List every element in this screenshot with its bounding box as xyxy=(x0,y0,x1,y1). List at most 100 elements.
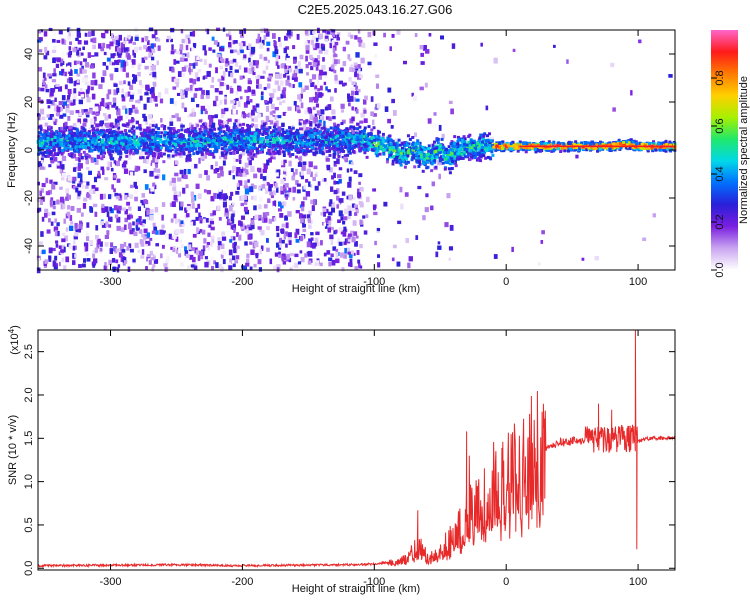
heatmap-cell xyxy=(347,205,351,211)
heatmap-cell xyxy=(288,240,292,246)
heatmap-cell xyxy=(296,189,301,194)
heatmap-cell xyxy=(338,119,342,124)
heatmap-cell xyxy=(85,252,89,257)
heatmap-cell xyxy=(184,250,189,256)
ridge-cell xyxy=(98,123,102,127)
heatmap-cell xyxy=(273,41,277,46)
heatmap-cell xyxy=(87,31,92,37)
heatmap-cell xyxy=(78,112,82,117)
heatmap-cell xyxy=(275,242,279,248)
heatmap-cell xyxy=(42,79,46,86)
heatmap-cell xyxy=(353,170,358,175)
heatmap-cell xyxy=(358,42,362,47)
heatmap-cell xyxy=(333,69,337,74)
heatmap-cell xyxy=(331,29,336,33)
heatmap-cell xyxy=(266,226,270,231)
heatmap-cell xyxy=(110,208,114,214)
heatmap-cell xyxy=(339,176,343,181)
heatmap-cell xyxy=(39,190,42,197)
heatmap-cell xyxy=(106,44,111,50)
heatmap-cell xyxy=(107,194,112,200)
ridge-cell xyxy=(362,133,366,137)
heatmap-cell xyxy=(218,217,222,221)
heatmap-cell xyxy=(116,160,121,167)
heatmap-cell xyxy=(124,36,128,41)
heatmap-cell xyxy=(281,201,285,206)
heatmap-cell xyxy=(145,240,150,244)
ridge-cell xyxy=(325,150,329,154)
heatmap-cell xyxy=(320,212,325,216)
heatmap-cell xyxy=(231,100,236,104)
heatmap-cell xyxy=(52,45,57,50)
heatmap-cell xyxy=(280,228,285,233)
heatmap-cell xyxy=(338,241,343,246)
heatmap-cell xyxy=(161,202,166,207)
heatmap-cell xyxy=(82,175,87,181)
heatmap-cell xyxy=(341,267,345,272)
heatmap-cell xyxy=(195,207,199,213)
heatmap-cell xyxy=(65,196,70,201)
heatmap-cell xyxy=(292,171,296,177)
heatmap-cell xyxy=(316,260,320,264)
heatmap-cell xyxy=(84,200,89,205)
heatmap-cell xyxy=(225,67,228,72)
heatmap-cell xyxy=(291,84,295,89)
heatmap-cell xyxy=(334,59,338,65)
heatmap-cell xyxy=(285,112,290,119)
ridge-cell xyxy=(557,141,561,145)
heatmap-cell xyxy=(78,224,83,230)
ridge-cell xyxy=(408,146,412,150)
heatmap-cell xyxy=(171,115,176,119)
heatmap-cell xyxy=(294,68,299,73)
heatmap-cell xyxy=(154,95,158,102)
heatmap-cell xyxy=(287,232,292,238)
heatmap-cell xyxy=(197,193,202,200)
heatmap-cell xyxy=(249,62,254,67)
heatmap-cell xyxy=(277,201,282,207)
heatmap-cell xyxy=(300,174,305,180)
heatmap-cell xyxy=(298,157,302,161)
heatmap-cell xyxy=(269,258,273,265)
heatmap-cell xyxy=(146,216,151,221)
heatmap-cell xyxy=(306,168,311,175)
heatmap-cell xyxy=(235,190,240,195)
heatmap-cell xyxy=(511,246,514,253)
ridge-cell xyxy=(244,130,248,134)
heatmap-cell xyxy=(200,105,205,111)
heatmap-cell xyxy=(340,158,345,163)
heatmap-cell xyxy=(87,229,91,234)
heatmap-cell xyxy=(351,207,356,212)
heatmap-cell xyxy=(299,213,303,219)
heatmap-cell xyxy=(335,251,339,258)
heatmap-cell xyxy=(357,29,361,34)
heatmap-cell xyxy=(76,60,80,65)
heatmap-cell xyxy=(64,84,68,90)
heatmap-cell xyxy=(100,120,105,125)
heatmap-cell xyxy=(341,83,346,87)
heatmap-cell xyxy=(146,97,151,103)
heatmap-cell xyxy=(440,35,444,40)
heatmap-cell xyxy=(251,89,255,95)
heatmap-cell xyxy=(204,122,208,129)
heatmap-cell xyxy=(216,103,221,107)
heatmap-cell xyxy=(302,120,307,125)
heatmap-cell xyxy=(270,93,275,98)
heatmap-cell xyxy=(304,38,308,43)
heatmap-cell xyxy=(232,58,237,63)
heatmap-cell xyxy=(148,52,153,58)
heatmap-cell xyxy=(450,108,454,115)
heatmap-cell xyxy=(346,168,350,173)
ridge-cell xyxy=(358,130,362,134)
heatmap-cell xyxy=(278,42,282,48)
heatmap-cell xyxy=(276,96,281,101)
heatmap-cell xyxy=(173,191,177,195)
heatmap-cell xyxy=(60,164,64,169)
ridge-cell xyxy=(483,150,487,154)
heatmap-cell xyxy=(227,227,230,231)
heatmap-cell xyxy=(229,87,234,94)
heatmap-cell xyxy=(84,62,90,68)
heatmap-cell xyxy=(295,180,299,185)
heatmap-cell xyxy=(321,178,326,183)
heatmap-cell xyxy=(247,87,252,93)
heatmap-cell xyxy=(252,105,256,111)
